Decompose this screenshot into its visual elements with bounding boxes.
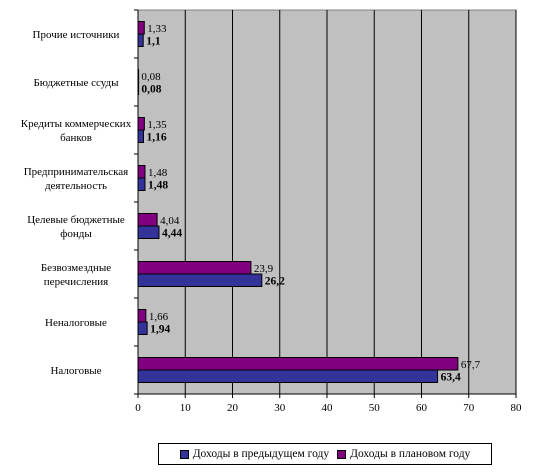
data-label-prev: 63,4 bbox=[441, 372, 461, 384]
axes bbox=[134, 9, 517, 398]
bar-prev bbox=[137, 225, 160, 239]
data-label-prev: 1,48 bbox=[148, 180, 168, 192]
bar-plan bbox=[137, 165, 146, 179]
bar-plan bbox=[137, 21, 145, 35]
legend-swatch-plan bbox=[337, 449, 347, 459]
legend: Доходы в предыдущем году Доходы в планов… bbox=[158, 443, 492, 465]
category-label: Целевые бюджетные bbox=[27, 214, 125, 226]
legend-item-prev: Доходы в предыдущем году bbox=[179, 448, 330, 460]
x-tick-label: 50 bbox=[369, 402, 381, 414]
bar-prev bbox=[137, 177, 146, 191]
data-label-prev: 0,08 bbox=[141, 84, 161, 96]
bar-prev bbox=[137, 129, 144, 143]
legend-label-prev: Доходы в предыдущем году bbox=[192, 448, 330, 460]
data-label-prev: 1,94 bbox=[150, 324, 170, 336]
legend-label-plan: Доходы в плановом году bbox=[350, 448, 471, 460]
category-label: Налоговые bbox=[50, 365, 101, 377]
x-tick-label: 70 bbox=[463, 402, 475, 414]
gridlines bbox=[184, 10, 517, 394]
data-label-prev: 4,44 bbox=[162, 228, 182, 240]
data-label-prev: 26,2 bbox=[265, 276, 285, 288]
category-label: фонды bbox=[60, 228, 92, 240]
category-label: Безвозмездные bbox=[41, 262, 111, 274]
bar-prev bbox=[137, 273, 263, 287]
data-label-plan: 1,66 bbox=[149, 311, 169, 323]
x-tick-label: 40 bbox=[322, 402, 334, 414]
data-label-plan: 4,04 bbox=[160, 215, 180, 227]
legend-swatch-prev bbox=[179, 449, 189, 459]
data-label-prev: 1,1 bbox=[146, 36, 161, 48]
bar-prev bbox=[137, 369, 439, 383]
category-label: Неналоговые bbox=[45, 317, 107, 329]
bar-plan bbox=[137, 309, 147, 323]
category-label: Кредиты коммерческих bbox=[21, 118, 132, 130]
data-label-plan: 1,35 bbox=[147, 119, 167, 131]
category-label: Предпринимательская bbox=[24, 166, 129, 178]
data-label-plan: 1,33 bbox=[147, 23, 167, 35]
bar-prev bbox=[137, 321, 148, 335]
data-label-plan: 1,48 bbox=[148, 167, 168, 179]
x-tick-label: 30 bbox=[274, 402, 286, 414]
bar-plan bbox=[137, 357, 459, 371]
category-label: Бюджетные ссуды bbox=[33, 77, 119, 89]
category-label: Прочие источники bbox=[33, 29, 120, 41]
data-label-plan: 67,7 bbox=[461, 359, 481, 371]
legend-item-plan: Доходы в плановом году bbox=[337, 448, 470, 460]
x-tick-label: 20 bbox=[227, 402, 239, 414]
category-label: деятельность bbox=[45, 180, 107, 192]
bar-plan bbox=[137, 117, 145, 131]
bar-plan bbox=[137, 261, 252, 275]
x-tick-label: 10 bbox=[180, 402, 192, 414]
data-label-plan: 23,9 bbox=[254, 263, 274, 275]
category-label: банков bbox=[60, 132, 92, 144]
x-tick-label: 60 bbox=[416, 402, 428, 414]
bar-plan bbox=[137, 213, 158, 227]
data-label-prev: 1,16 bbox=[146, 132, 166, 144]
category-label: перечисления bbox=[44, 276, 108, 288]
x-tick-label: 80 bbox=[511, 402, 523, 414]
data-label-plan: 0,08 bbox=[141, 71, 161, 83]
x-tick-label: 0 bbox=[135, 402, 141, 414]
bar-prev bbox=[137, 33, 144, 47]
labels: 0 10 20 30 40 50 60 70 80 1,331,1 Прочие источники… bbox=[21, 23, 522, 414]
